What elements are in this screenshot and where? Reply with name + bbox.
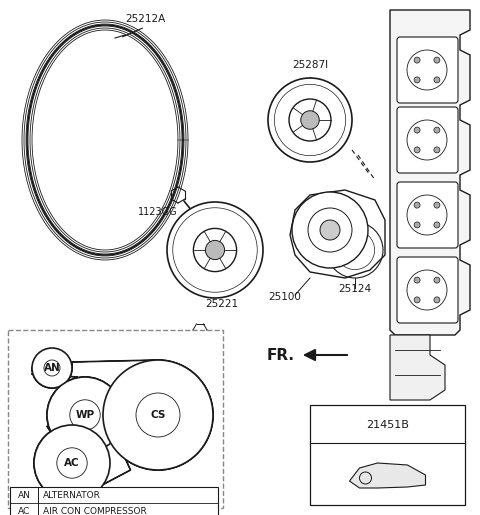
Circle shape — [434, 57, 440, 63]
Circle shape — [301, 111, 319, 129]
Circle shape — [167, 202, 263, 298]
Bar — [310, 405, 465, 505]
Circle shape — [434, 147, 440, 153]
Text: AC: AC — [64, 458, 80, 468]
Circle shape — [414, 127, 420, 133]
Circle shape — [434, 202, 440, 208]
Polygon shape — [390, 335, 445, 400]
FancyBboxPatch shape — [397, 257, 458, 323]
Bar — [10, 487, 218, 515]
Text: AC: AC — [18, 506, 30, 515]
Text: 21451B: 21451B — [366, 420, 409, 430]
FancyBboxPatch shape — [397, 182, 458, 248]
Circle shape — [205, 241, 225, 260]
Text: 25100: 25100 — [269, 292, 301, 302]
Circle shape — [434, 297, 440, 303]
Circle shape — [414, 77, 420, 83]
Circle shape — [414, 147, 420, 153]
Circle shape — [32, 348, 72, 388]
Bar — [8, 330, 223, 508]
Circle shape — [434, 127, 440, 133]
Circle shape — [34, 425, 110, 501]
Text: 1140EV: 1140EV — [181, 350, 218, 360]
Circle shape — [434, 222, 440, 228]
Circle shape — [47, 377, 123, 453]
Polygon shape — [390, 10, 470, 335]
Text: AN: AN — [18, 490, 30, 500]
Polygon shape — [349, 463, 425, 488]
Circle shape — [434, 277, 440, 283]
Text: 25287I: 25287I — [292, 60, 328, 70]
Circle shape — [414, 222, 420, 228]
Text: WP: WP — [75, 410, 95, 420]
Text: 25221: 25221 — [205, 299, 239, 309]
Circle shape — [414, 202, 420, 208]
Text: 1123GG: 1123GG — [138, 207, 178, 217]
Text: FR.: FR. — [267, 348, 295, 363]
FancyArrowPatch shape — [305, 350, 347, 360]
Text: 25212A: 25212A — [125, 14, 165, 24]
Polygon shape — [290, 190, 385, 278]
Circle shape — [434, 77, 440, 83]
Circle shape — [268, 78, 352, 162]
Circle shape — [320, 220, 340, 240]
Circle shape — [414, 297, 420, 303]
FancyBboxPatch shape — [397, 107, 458, 173]
Circle shape — [292, 192, 368, 268]
Text: ALTERNATOR: ALTERNATOR — [43, 490, 101, 500]
Circle shape — [414, 57, 420, 63]
Text: AN: AN — [44, 363, 60, 373]
Text: CS: CS — [150, 410, 166, 420]
Text: AIR CON COMPRESSOR: AIR CON COMPRESSOR — [43, 506, 147, 515]
Text: 25124: 25124 — [338, 284, 372, 294]
Circle shape — [103, 360, 213, 470]
FancyBboxPatch shape — [397, 37, 458, 103]
Circle shape — [414, 277, 420, 283]
